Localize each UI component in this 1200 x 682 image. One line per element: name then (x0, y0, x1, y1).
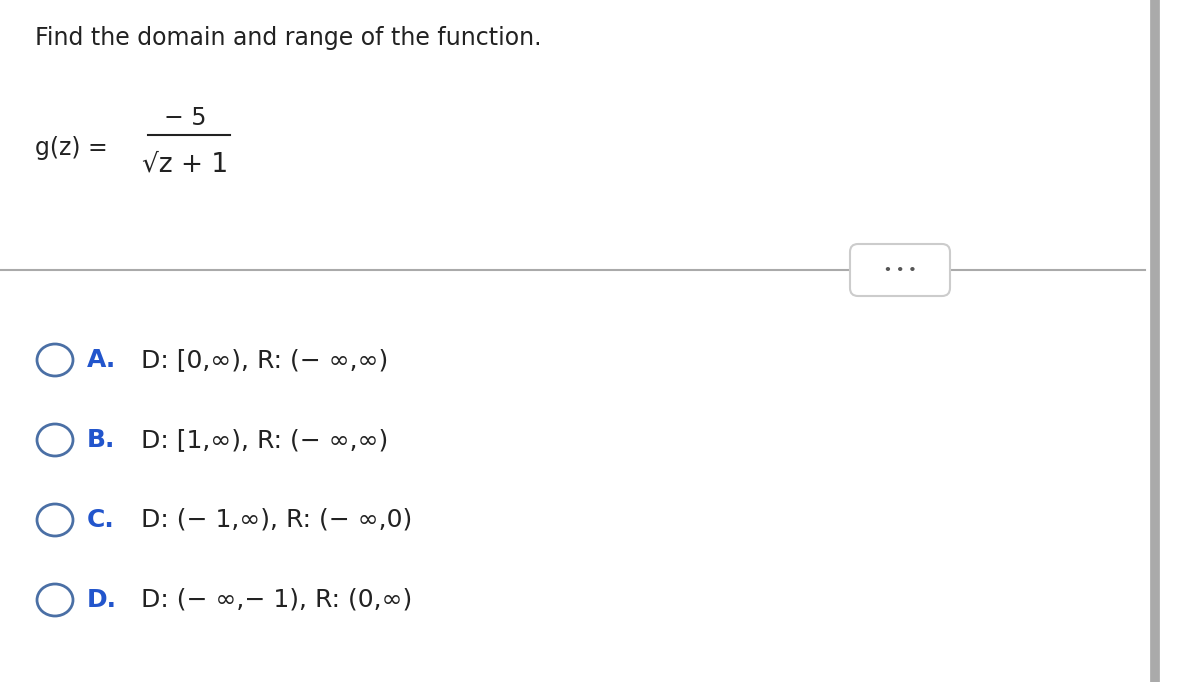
Text: D: [1,∞), R: (− ∞,∞): D: [1,∞), R: (− ∞,∞) (125, 428, 389, 452)
Text: − 5: − 5 (163, 106, 206, 130)
Text: Find the domain and range of the function.: Find the domain and range of the functio… (35, 26, 541, 50)
Text: • • •: • • • (884, 263, 916, 276)
Text: A.: A. (88, 348, 116, 372)
Text: D: [0,∞), R: (− ∞,∞): D: [0,∞), R: (− ∞,∞) (125, 348, 389, 372)
Text: C.: C. (88, 508, 115, 532)
Text: g(z) =: g(z) = (35, 136, 108, 160)
Text: D: (− ∞,− 1), R: (0,∞): D: (− ∞,− 1), R: (0,∞) (125, 588, 413, 612)
Text: √z + 1: √z + 1 (142, 152, 228, 178)
Text: B.: B. (88, 428, 115, 452)
Text: D: (− 1,∞), R: (− ∞,0): D: (− 1,∞), R: (− ∞,0) (125, 508, 413, 532)
FancyBboxPatch shape (850, 244, 950, 296)
Text: D.: D. (88, 588, 118, 612)
